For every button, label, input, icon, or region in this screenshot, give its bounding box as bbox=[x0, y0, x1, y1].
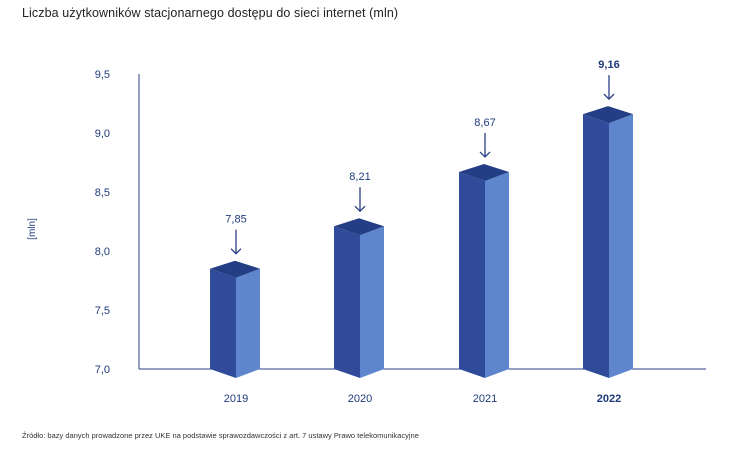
bar-front-face bbox=[334, 226, 360, 378]
chart-title: Liczba użytkowników stacjonarnego dostęp… bbox=[22, 6, 399, 20]
value-label: 8,21 bbox=[349, 171, 370, 183]
source-note: Źródło: bazy danych prowadzone przez UKE… bbox=[22, 431, 419, 440]
arrow-head-icon bbox=[230, 248, 242, 255]
bar-front-face bbox=[210, 268, 236, 378]
arrow-head-icon bbox=[354, 205, 366, 213]
bar-side-face bbox=[485, 171, 509, 378]
x-tick-label: 2020 bbox=[348, 393, 372, 405]
y-axis-title: [mln] bbox=[27, 218, 38, 240]
chart-bars bbox=[210, 106, 633, 379]
y-axis-ticks: 7,0 7,5 8,0 8,5 9,0 9,5 bbox=[95, 69, 110, 376]
y-tick-label: 8,0 bbox=[95, 246, 110, 258]
bar-2020 bbox=[334, 218, 384, 378]
y-tick-label: 7,5 bbox=[95, 305, 110, 317]
bar-2019 bbox=[210, 260, 260, 378]
y-tick-label: 9,0 bbox=[95, 128, 110, 140]
y-tick-label: 7,0 bbox=[95, 364, 110, 376]
bar-top-face bbox=[210, 260, 260, 278]
value-label: 9,16 bbox=[598, 59, 619, 71]
y-tick-label: 9,5 bbox=[95, 69, 110, 81]
bar-top-face bbox=[459, 163, 509, 181]
x-tick-label: 2022 bbox=[597, 393, 621, 405]
arrow-head-icon bbox=[479, 151, 491, 158]
bar-front-face bbox=[459, 171, 485, 378]
bar-top-face bbox=[583, 106, 633, 124]
bar-side-face bbox=[609, 114, 633, 379]
x-tick-label: 2021 bbox=[473, 393, 497, 405]
bar-front-face bbox=[583, 114, 609, 379]
bar-side-face bbox=[236, 268, 260, 378]
bar-top-face bbox=[334, 218, 384, 236]
bar-side-face bbox=[360, 226, 384, 378]
x-tick-label: 2019 bbox=[224, 393, 248, 405]
bar-2021 bbox=[459, 163, 509, 378]
arrow-head-icon bbox=[603, 93, 615, 101]
bar-2022 bbox=[583, 106, 633, 379]
chart-labels: 7,85 2019 8,21 2020 8,67 2021 9,16 2022 bbox=[224, 59, 621, 405]
y-tick-label: 8,5 bbox=[95, 187, 110, 199]
value-label: 8,67 bbox=[474, 117, 495, 129]
value-label: 7,85 bbox=[225, 214, 246, 226]
